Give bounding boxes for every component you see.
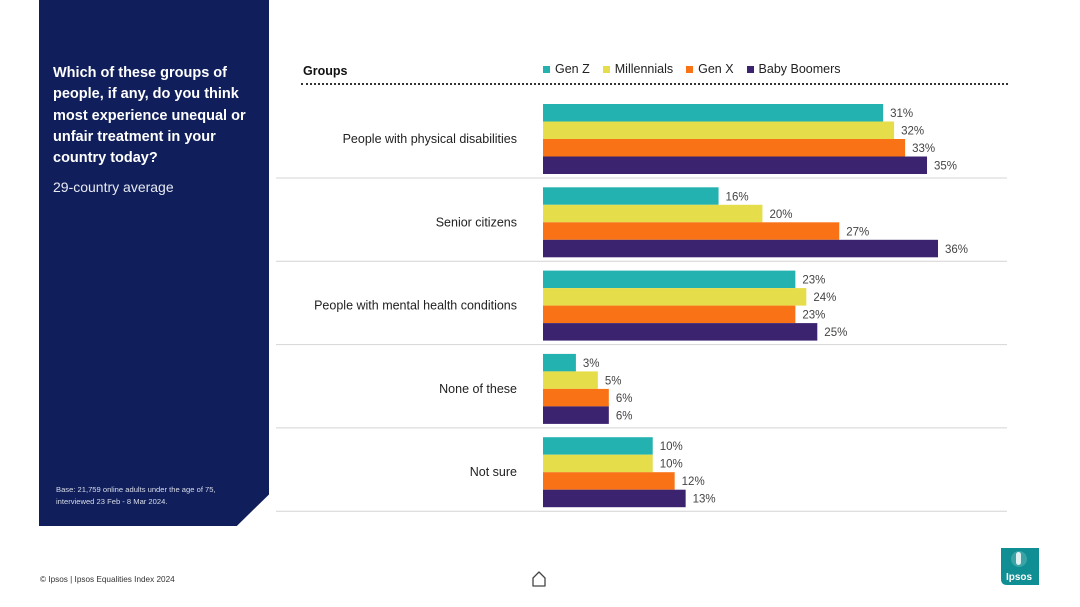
- question-panel: Which of these groups of people, if any,…: [39, 0, 269, 526]
- home-icon[interactable]: [531, 570, 547, 588]
- legend-item-baby-boomers: Baby Boomers: [746, 62, 841, 76]
- category-label: None of these: [439, 382, 517, 396]
- subtitle-text: 29-country average: [53, 179, 174, 195]
- bar: [543, 353, 576, 372]
- data-label: 20%: [769, 209, 792, 221]
- bar: [543, 305, 796, 324]
- data-label: 3%: [583, 358, 600, 370]
- bar-chart: People with physical disabilities 31% 32% 3…: [276, 104, 1007, 512]
- data-label: 10%: [660, 459, 683, 471]
- legend-item-gen-z: Gen Z: [543, 62, 590, 76]
- category-label: Senior citizens: [436, 215, 517, 229]
- data-label: 32%: [901, 126, 924, 138]
- question-text: Which of these groups of people, if any,…: [53, 65, 246, 167]
- data-label: 6%: [616, 393, 633, 405]
- data-label: 23%: [802, 310, 825, 322]
- legend-item-millennials: Millennials: [602, 62, 674, 76]
- bar: [543, 489, 686, 508]
- footer-copyright: © Ipsos | Ipsos Equalities Index 2024: [40, 575, 175, 584]
- bar: [543, 406, 609, 424]
- bar: [543, 121, 895, 139]
- legend-swatch-gen-z: [543, 65, 550, 73]
- bar: [543, 270, 796, 289]
- data-label: 5%: [605, 375, 622, 387]
- data-label: 27%: [846, 226, 869, 238]
- groups-column-header: Groups: [303, 64, 348, 78]
- data-label: 13%: [693, 494, 716, 506]
- bar: [543, 371, 598, 389]
- data-label: 35%: [934, 161, 957, 173]
- bar: [543, 472, 675, 490]
- base-note: Base: 21,759 online adults under the age…: [56, 485, 216, 506]
- bar: [543, 222, 840, 240]
- bar: [543, 388, 609, 407]
- legend-label-baby-boomers: Baby Boomers: [758, 62, 841, 76]
- ipsos-logo: Ipsos: [1001, 548, 1039, 585]
- bar: [543, 156, 928, 174]
- legend-label-millennials: Millennials: [614, 62, 674, 76]
- data-label: 31%: [890, 108, 913, 120]
- data-label: 25%: [824, 327, 847, 339]
- bar: [543, 437, 653, 455]
- bar: [543, 323, 818, 341]
- bar: [543, 104, 884, 122]
- data-label: 16%: [726, 191, 749, 203]
- ipsos-logo-text: Ipsos: [1006, 572, 1033, 583]
- legend-swatch-baby-boomers: [746, 65, 754, 73]
- chart-legend: Gen Z Millennials Gen X Baby Boomers: [543, 61, 854, 77]
- legend-swatch-millennials: [602, 65, 610, 73]
- legend-item-gen-x: Gen X: [686, 62, 734, 76]
- header-divider: [301, 83, 1008, 85]
- data-label: 24%: [813, 292, 836, 304]
- bar: [543, 239, 938, 258]
- legend-swatch-gen-x: [686, 65, 694, 73]
- category-label: People with physical disabilities: [343, 132, 517, 146]
- bar: [543, 204, 763, 223]
- bar: [543, 139, 906, 157]
- data-label: 33%: [912, 143, 935, 155]
- data-label: 10%: [660, 441, 683, 453]
- data-label: 6%: [616, 410, 633, 422]
- category-label: Not sure: [470, 465, 517, 479]
- data-label: 23%: [802, 275, 825, 287]
- bar: [543, 454, 653, 473]
- data-label: 36%: [945, 244, 968, 256]
- legend-label-gen-z: Gen Z: [555, 62, 590, 76]
- bar: [543, 288, 807, 306]
- legend-label-gen-x: Gen X: [698, 62, 734, 76]
- bar: [543, 187, 719, 205]
- data-label: 12%: [682, 476, 705, 488]
- category-label: People with mental health conditions: [314, 299, 517, 313]
